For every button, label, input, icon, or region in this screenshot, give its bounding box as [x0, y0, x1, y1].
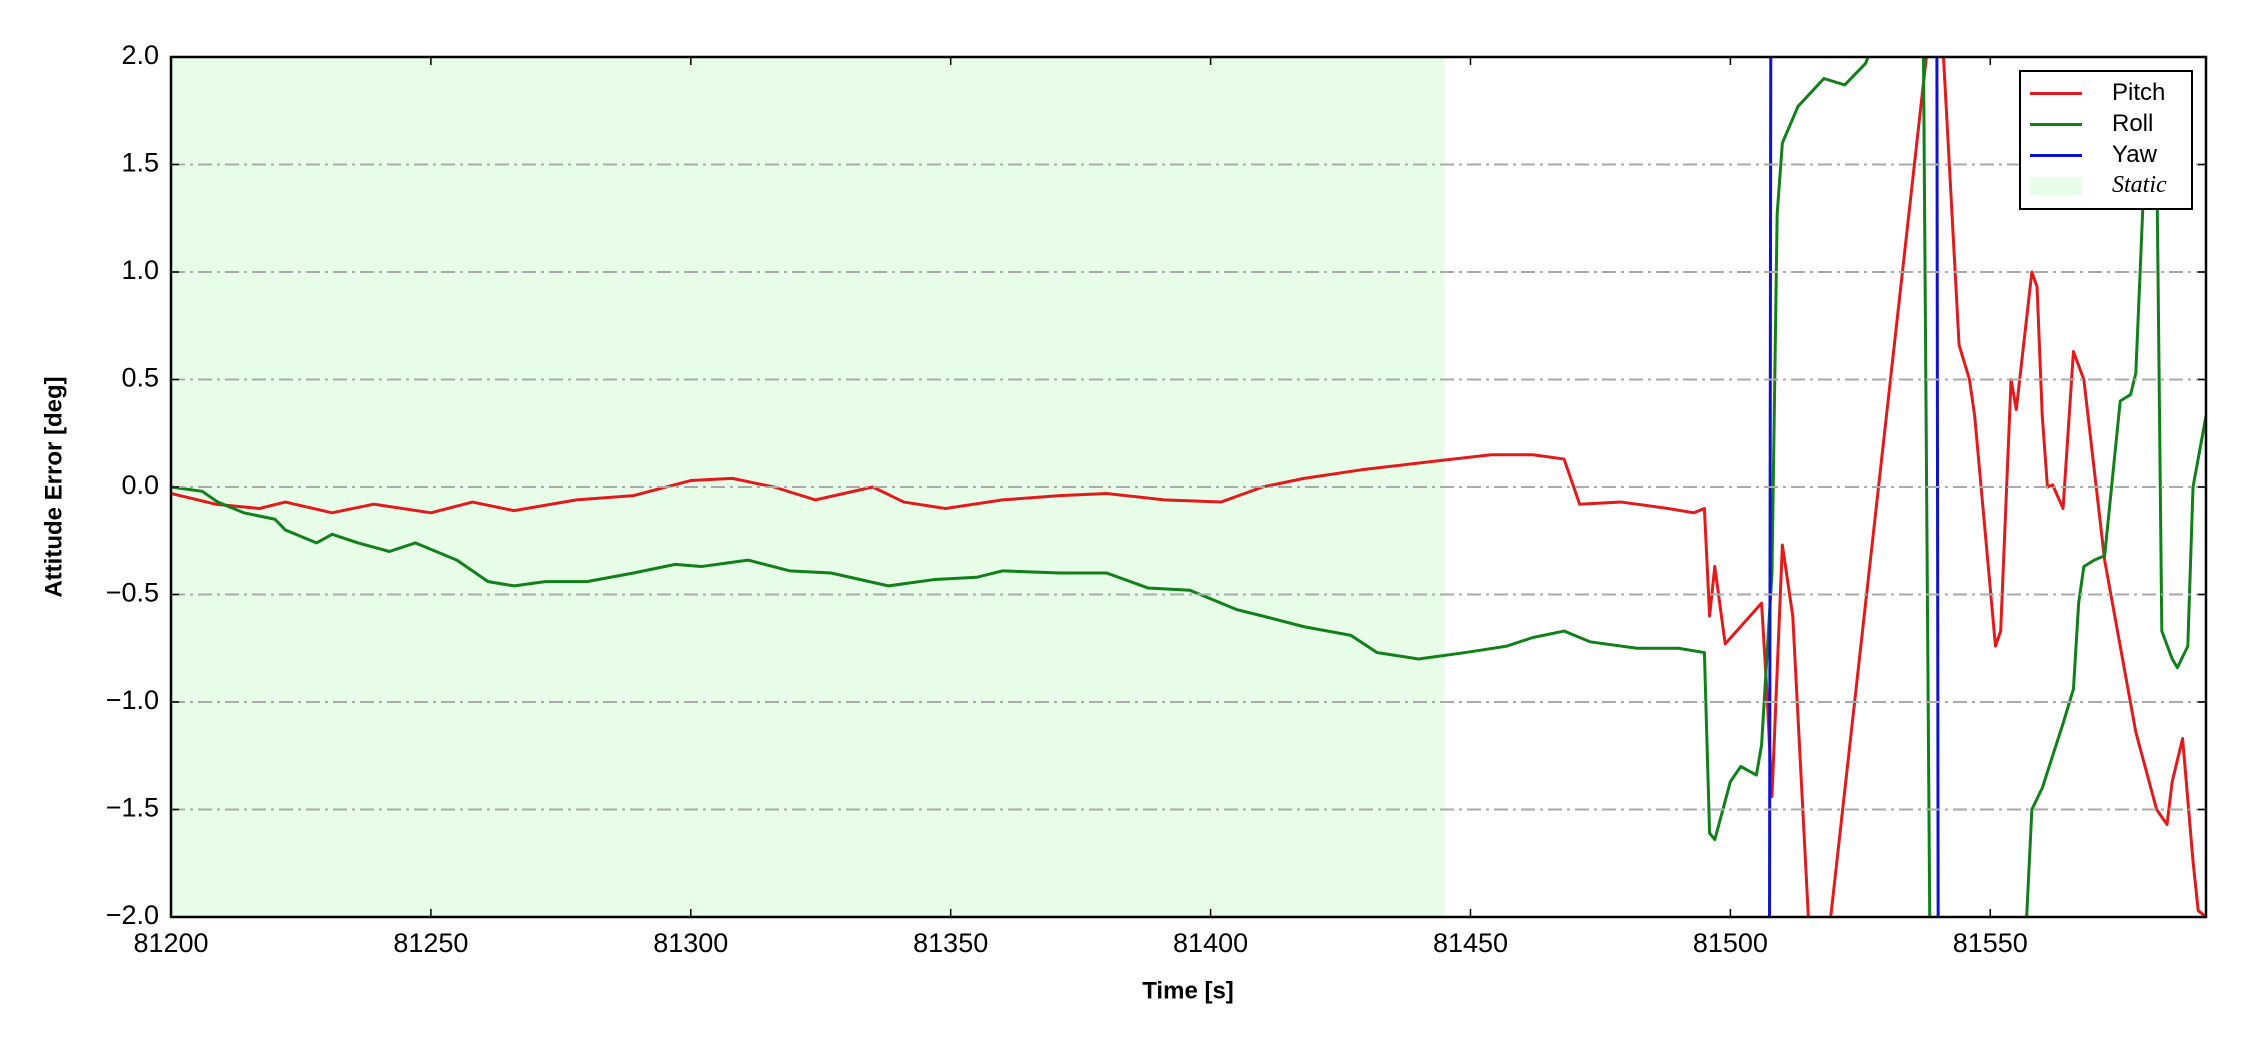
legend-label: Roll	[2112, 110, 2153, 137]
y-tick-label: −2.0	[106, 900, 159, 930]
x-tick-label: 81450	[1433, 928, 1508, 958]
series-line	[1768, 57, 1940, 917]
y-axis-label: Attitude Error [deg]	[40, 376, 67, 597]
x-tick-label: 81300	[653, 928, 728, 958]
plot-area	[171, 57, 2206, 917]
legend-label: Yaw	[2112, 141, 2158, 168]
y-tick-label: 1.5	[121, 148, 159, 178]
y-tick-label: 1.0	[121, 255, 159, 285]
legend-swatch	[2030, 177, 2082, 196]
x-tick-label: 81350	[913, 928, 988, 958]
x-axis-label: Time [s]	[1142, 977, 1234, 1004]
x-tick-label: 81250	[393, 928, 468, 958]
series-line	[171, 57, 2206, 917]
y-tick-label: −0.5	[106, 578, 159, 608]
y-tick-label: −1.5	[106, 793, 159, 823]
y-tick-label: 2.0	[121, 40, 159, 70]
x-tick-label: 81200	[133, 928, 208, 958]
y-tick-label: 0.5	[121, 363, 159, 393]
x-tick-label: 81500	[1693, 928, 1768, 958]
legend: Pitch Roll Yaw Static	[2019, 70, 2193, 210]
x-tick-label: 81400	[1173, 928, 1248, 958]
legend-label: Static	[2112, 172, 2167, 198]
legend-label: Pitch	[2112, 79, 2165, 106]
y-tick-label: 0.0	[121, 470, 159, 500]
series-line	[171, 57, 2206, 917]
y-tick-label: −1.0	[106, 685, 159, 715]
x-tick-label: 81550	[1953, 928, 2028, 958]
plot-frame	[169, 55, 2208, 919]
